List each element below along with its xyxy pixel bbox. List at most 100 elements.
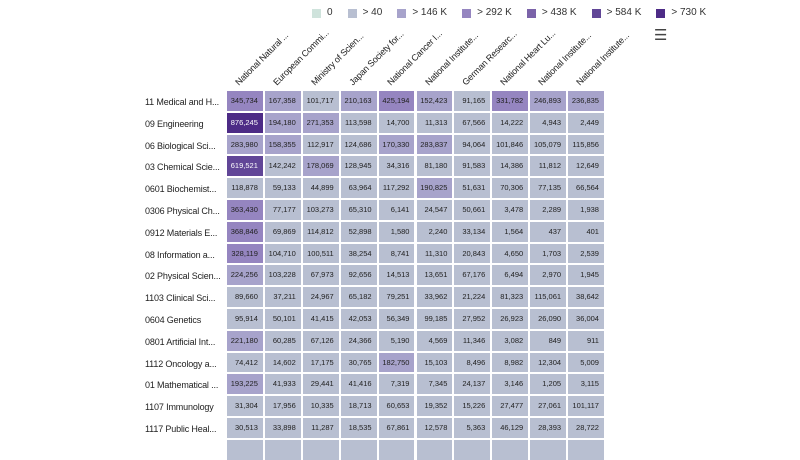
heatmap-cell[interactable]: 7,319: [378, 374, 415, 395]
heatmap-cell[interactable]: 66,564: [568, 178, 604, 198]
heatmap-cell[interactable]: 7,345: [416, 374, 453, 395]
heatmap-cell[interactable]: 112,917: [302, 134, 339, 155]
heatmap-cell[interactable]: 190,825: [416, 178, 453, 198]
heatmap-cell[interactable]: 170,330: [378, 134, 415, 155]
heatmap-cell[interactable]: 1,703: [530, 243, 567, 264]
heatmap-cell[interactable]: 1,564: [492, 221, 529, 242]
heatmap-cell[interactable]: 67,176: [454, 265, 491, 286]
heatmap-cell[interactable]: 13,651: [416, 265, 453, 286]
heatmap-cell[interactable]: 20,843: [454, 243, 491, 264]
heatmap-cell[interactable]: 11,310: [416, 243, 453, 264]
heatmap-cell[interactable]: 4,943: [530, 112, 567, 133]
legend-item[interactable]: 0: [312, 7, 333, 19]
heatmap-cell[interactable]: 56,349: [378, 309, 415, 329]
hamburger-menu-icon[interactable]: ☰: [654, 27, 668, 44]
heatmap-cell[interactable]: 224,256: [227, 265, 263, 286]
heatmap-cell[interactable]: 8,741: [378, 243, 415, 264]
heatmap-cell[interactable]: 74,412: [227, 352, 263, 373]
heatmap-cell[interactable]: 363,430: [227, 200, 263, 220]
heatmap-cell[interactable]: 3,082: [492, 330, 529, 351]
heatmap-cell[interactable]: 368,846: [227, 221, 263, 242]
heatmap-cell[interactable]: 182,750: [378, 352, 415, 373]
heatmap-cell[interactable]: 1,938: [568, 200, 604, 220]
heatmap-cell[interactable]: 437: [530, 221, 567, 242]
legend-item[interactable]: > 146 K: [397, 7, 447, 19]
heatmap-cell[interactable]: 101,717: [302, 91, 339, 111]
heatmap-cell[interactable]: 2,240: [416, 221, 453, 242]
heatmap-cell[interactable]: 33,134: [454, 221, 491, 242]
heatmap-cell[interactable]: 50,661: [454, 200, 491, 220]
heatmap-cell[interactable]: 104,710: [264, 243, 301, 264]
heatmap-cell[interactable]: 5,363: [454, 418, 491, 438]
legend-item[interactable]: > 730 K: [656, 7, 706, 19]
heatmap-cell[interactable]: 81,180: [416, 156, 453, 177]
heatmap-cell[interactable]: 44,899: [302, 178, 339, 198]
heatmap-cell[interactable]: 30,765: [340, 352, 377, 373]
heatmap-cell[interactable]: 1,205: [530, 374, 567, 395]
heatmap-cell[interactable]: 28,393: [530, 418, 567, 438]
heatmap-cell[interactable]: 5,190: [378, 330, 415, 351]
heatmap-cell[interactable]: 28,722: [568, 418, 604, 438]
heatmap-cell[interactable]: 38,254: [340, 243, 377, 264]
heatmap-cell[interactable]: 14,386: [492, 156, 529, 177]
heatmap-cell[interactable]: 33,962: [416, 287, 453, 307]
heatmap-cell[interactable]: 283,837: [416, 134, 453, 155]
heatmap-cell[interactable]: 60,653: [378, 396, 415, 416]
heatmap-cell[interactable]: 221,180: [227, 330, 263, 351]
heatmap-cell[interactable]: 117,292: [378, 178, 415, 198]
heatmap-cell[interactable]: 14,222: [492, 112, 529, 133]
heatmap-cell[interactable]: 103,273: [302, 200, 339, 220]
heatmap-cell[interactable]: 11,346: [454, 330, 491, 351]
heatmap-cell[interactable]: 27,477: [492, 396, 529, 416]
legend-item[interactable]: > 40: [347, 7, 382, 19]
heatmap-cell[interactable]: 17,956: [264, 396, 301, 416]
heatmap-cell[interactable]: 6,494: [492, 265, 529, 286]
heatmap-cell[interactable]: 34,316: [378, 156, 415, 177]
heatmap-cell[interactable]: 2,289: [530, 200, 567, 220]
heatmap-cell[interactable]: 77,135: [530, 178, 567, 198]
heatmap-cell[interactable]: 12,304: [530, 352, 567, 373]
heatmap-cell[interactable]: 67,566: [454, 112, 491, 133]
heatmap-cell[interactable]: 67,973: [302, 265, 339, 286]
heatmap-cell[interactable]: 8,496: [454, 352, 491, 373]
heatmap-cell[interactable]: 63,964: [340, 178, 377, 198]
heatmap-cell[interactable]: 42,053: [340, 309, 377, 329]
heatmap-cell[interactable]: 105,079: [530, 134, 567, 155]
heatmap-cell[interactable]: 128,945: [340, 156, 377, 177]
heatmap-cell[interactable]: 14,602: [264, 352, 301, 373]
heatmap-cell[interactable]: 345,734: [227, 91, 263, 111]
heatmap-cell[interactable]: 118,878: [227, 178, 263, 198]
heatmap-cell[interactable]: 100,511: [302, 243, 339, 264]
heatmap-cell[interactable]: 46,129: [492, 418, 529, 438]
heatmap-cell[interactable]: 92,656: [340, 265, 377, 286]
heatmap-cell[interactable]: 41,415: [302, 309, 339, 329]
heatmap-cell[interactable]: 52,898: [340, 221, 377, 242]
heatmap-cell[interactable]: 10,335: [302, 396, 339, 416]
heatmap-cell[interactable]: 33,898: [264, 418, 301, 438]
heatmap-cell[interactable]: 876,245: [227, 112, 263, 133]
heatmap-cell[interactable]: 113,598: [340, 112, 377, 133]
heatmap-cell[interactable]: 60,285: [264, 330, 301, 351]
heatmap-cell[interactable]: 101,117: [568, 396, 604, 416]
heatmap-cell[interactable]: 67,861: [378, 418, 415, 438]
heatmap-cell[interactable]: 31,304: [227, 396, 263, 416]
heatmap-cell[interactable]: 70,306: [492, 178, 529, 198]
heatmap-cell[interactable]: 3,115: [568, 374, 604, 395]
heatmap-cell[interactable]: 2,539: [568, 243, 604, 264]
heatmap-cell[interactable]: 59,133: [264, 178, 301, 198]
heatmap-cell[interactable]: 619,521: [227, 156, 263, 177]
heatmap-cell[interactable]: 1,580: [378, 221, 415, 242]
heatmap-cell[interactable]: 5,009: [568, 352, 604, 373]
heatmap-cell[interactable]: 38,642: [568, 287, 604, 307]
heatmap-cell[interactable]: 37,211: [264, 287, 301, 307]
heatmap-cell[interactable]: 194,180: [264, 112, 301, 133]
legend-item[interactable]: > 584 K: [591, 7, 641, 19]
heatmap-cell[interactable]: 18,713: [340, 396, 377, 416]
heatmap-cell[interactable]: 67,126: [302, 330, 339, 351]
heatmap-cell[interactable]: 178,069: [302, 156, 339, 177]
heatmap-cell[interactable]: 152,423: [416, 91, 453, 111]
heatmap-cell[interactable]: 331,782: [492, 91, 529, 111]
heatmap-cell[interactable]: 21,224: [454, 287, 491, 307]
heatmap-cell[interactable]: 911: [568, 330, 604, 351]
heatmap-cell[interactable]: 17,175: [302, 352, 339, 373]
